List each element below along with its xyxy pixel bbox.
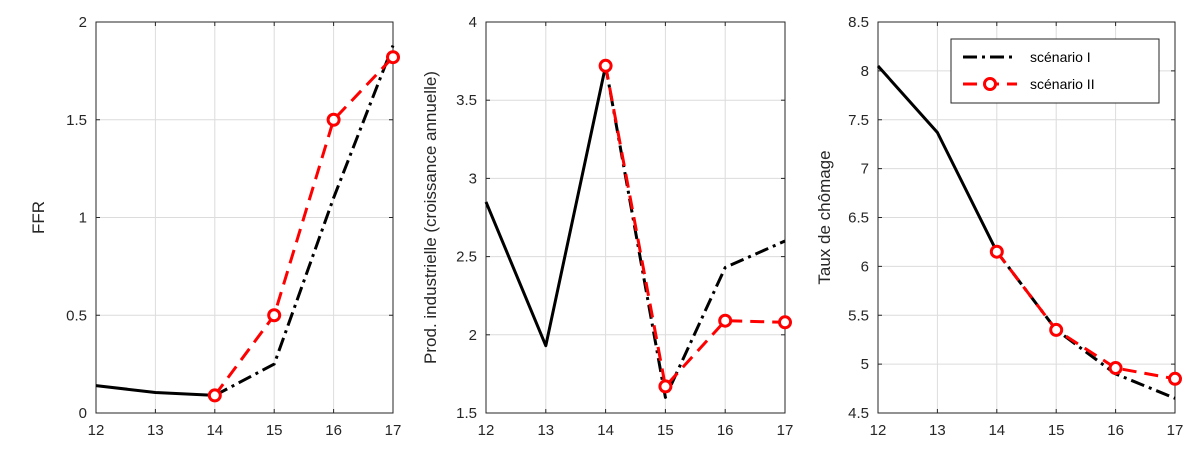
y-tick-label: 0 (79, 405, 87, 422)
legend-marker (983, 77, 997, 91)
x-tick-label: 15 (657, 422, 674, 439)
x-tick-label: 13 (537, 422, 554, 439)
series-line-history (484, 65, 608, 348)
axes-box (485, 21, 786, 414)
chart-unemployment-rate: 12 13 14 15 16 17 4.5 5 5.5 6 6.5 7 7.5 8 8.5 Taux de c… (815, 14, 1183, 439)
data-point-marker (1049, 322, 1064, 337)
x-tick-label: 17 (1167, 422, 1184, 439)
x-tick-label: 12 (870, 422, 887, 439)
y-tick-label: 6.5 (848, 210, 869, 227)
data-point-marker (718, 313, 733, 328)
y-tick-label: 4 (469, 14, 477, 31)
x-tick-label: 15 (1048, 422, 1065, 439)
x-tick-label: 16 (717, 422, 734, 439)
legend-box (950, 38, 1160, 104)
x-tick-label: 15 (266, 422, 283, 439)
y-tick-label: 1.5 (66, 112, 87, 129)
y-tick-label: 3 (469, 170, 477, 187)
x-tick-label: 14 (597, 422, 614, 439)
series-line-history (95, 384, 215, 397)
data-point-marker (386, 50, 400, 65)
y-tick-label: 7 (861, 161, 869, 178)
x-tick-label: 14 (206, 422, 223, 439)
y-axis-label: FFR (29, 201, 48, 234)
data-point-marker (326, 112, 341, 127)
series-line-scenario-1 (604, 65, 786, 399)
x-tick-label: 13 (147, 422, 164, 439)
x-tick-label: 17 (385, 422, 402, 439)
series-line-scenario-2 (604, 65, 786, 388)
series-line-scenario-2 (213, 56, 395, 397)
y-tick-label: 1 (79, 210, 87, 227)
series-line-scenario-1 (214, 44, 395, 397)
y-tick-label: 3.5 (456, 92, 477, 109)
y-tick-label: 6 (861, 258, 869, 275)
x-tick-label: 14 (988, 422, 1005, 439)
y-tick-label: 2.5 (456, 249, 477, 266)
x-tick-label: 16 (1107, 422, 1124, 439)
data-point-marker (267, 308, 282, 323)
x-tick-label: 17 (777, 422, 794, 439)
y-axis-label: Prod. industrielle (croissance annuelle) (421, 71, 440, 364)
legend: scénario I scénario II (950, 38, 1160, 104)
y-tick-label: 2 (79, 14, 87, 31)
series-line-history (876, 65, 999, 253)
chart-ffr: 12 13 14 15 16 17 0 0.5 1 1.5 2 FFR (29, 14, 401, 439)
data-point-marker (598, 58, 613, 73)
legend-label: scénario I (1030, 49, 1091, 65)
data-point-marker (1168, 371, 1182, 386)
data-point-marker (658, 379, 673, 394)
y-tick-label: 0.5 (66, 307, 87, 324)
y-tick-label: 7.5 (848, 112, 869, 129)
x-tick-label: 12 (88, 422, 105, 439)
y-tick-label: 5 (861, 356, 869, 373)
y-axis-label: Taux de chômage (815, 150, 834, 284)
y-tick-label: 8.5 (848, 14, 869, 31)
plot-area (486, 22, 785, 413)
x-tick-label: 16 (325, 422, 342, 439)
x-tick-label: 13 (929, 422, 946, 439)
x-tick-label: 12 (478, 422, 495, 439)
legend-label: scénario II (1030, 76, 1095, 92)
y-tick-label: 5.5 (848, 307, 869, 324)
data-point-marker (778, 315, 792, 330)
y-tick-label: 4.5 (848, 405, 869, 422)
y-tick-label: 2 (469, 327, 477, 344)
y-tick-label: 8 (861, 63, 869, 80)
chart-industrial-production: 12 13 14 15 16 17 1.5 2 2.5 3 3.5 4 Prod. industriel… (421, 14, 793, 439)
data-point-marker (207, 388, 222, 403)
series-line-scenario-2 (995, 250, 1176, 381)
y-tick-label: 1.5 (456, 405, 477, 422)
series-line-scenario-1 (995, 250, 1176, 400)
data-point-marker (1108, 361, 1123, 376)
data-point-marker (989, 244, 1004, 259)
